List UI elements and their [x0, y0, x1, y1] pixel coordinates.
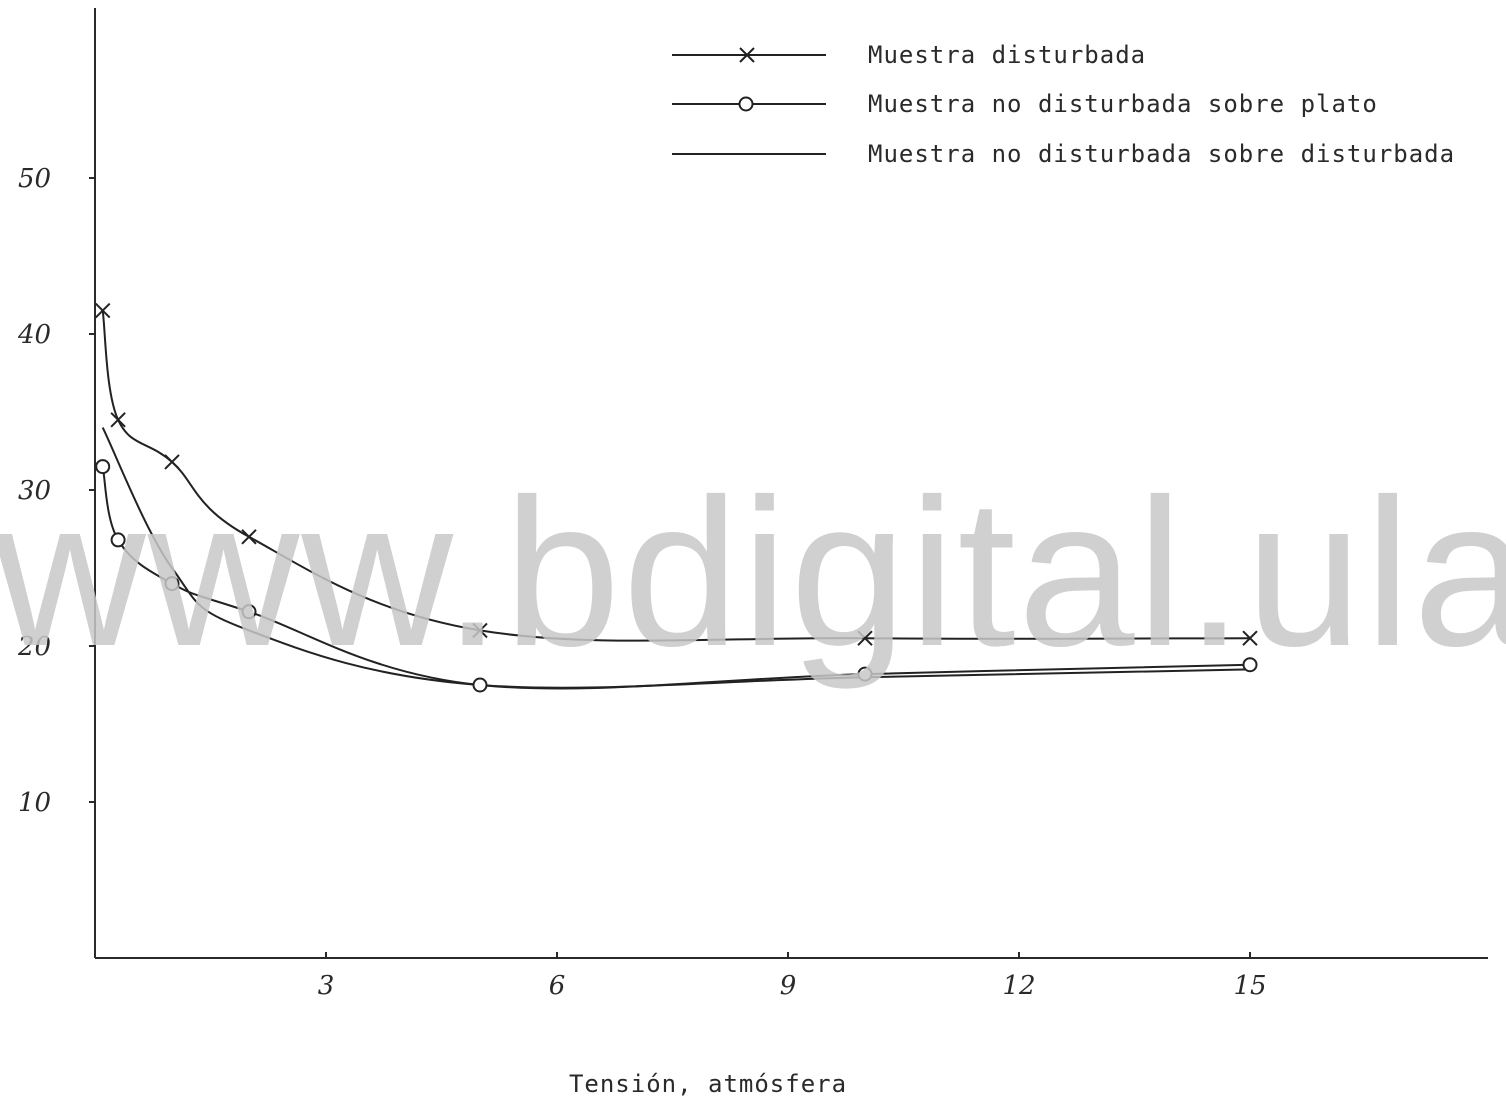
- legend: Muestra disturbada Muestra no disturbada …: [672, 41, 1455, 168]
- data-point-o: [1242, 657, 1258, 673]
- legend-label-3: Muestra no disturbada sobre disturbada: [868, 140, 1455, 168]
- data-point-o: [857, 666, 873, 682]
- watermark: www.bdigital.ula.ve: [0, 455, 1506, 690]
- data-point-x: [857, 630, 873, 646]
- series-line-1: [101, 310, 1251, 642]
- x-tick-label: 9: [780, 971, 797, 1001]
- data-point-x: [1242, 630, 1258, 646]
- x-tick-label: 3: [318, 971, 335, 1001]
- data-point-x: [110, 412, 126, 428]
- y-tick-label: 40: [17, 320, 51, 350]
- data-point-x: [472, 622, 488, 639]
- y-ticks: 10 20 30 40 50: [17, 164, 95, 818]
- legend-marker-x: [739, 47, 755, 63]
- legend-marker-o: [738, 96, 754, 112]
- y-tick-label: 20: [17, 632, 51, 662]
- legend-label-2: Muestra no disturbada sobre plato: [868, 90, 1378, 118]
- data-point-o: [164, 576, 180, 592]
- x-tick-label: 6: [549, 971, 566, 1001]
- y-tick-label: 10: [18, 788, 51, 818]
- data-point-x: [164, 454, 180, 470]
- x-tick-label: 15: [1233, 971, 1266, 1001]
- series-markers: [94, 302, 1258, 693]
- x-axis-label: Tensión, atmósfera: [569, 1070, 847, 1098]
- y-tick-label: 50: [18, 164, 51, 194]
- legend-label-1: Muestra disturbada: [868, 41, 1146, 69]
- data-point-o: [110, 532, 126, 548]
- y-tick-label: 30: [18, 476, 51, 506]
- data-point-o: [472, 677, 488, 693]
- data-point-o: [95, 459, 111, 475]
- series-line-2: [101, 466, 1251, 690]
- x-tick-label: 12: [1002, 971, 1035, 1001]
- x-ticks: 3 6 9 12 15: [318, 952, 1267, 1001]
- data-point-o: [241, 604, 257, 620]
- data-point-x: [94, 302, 111, 319]
- data-point-x: [241, 529, 257, 545]
